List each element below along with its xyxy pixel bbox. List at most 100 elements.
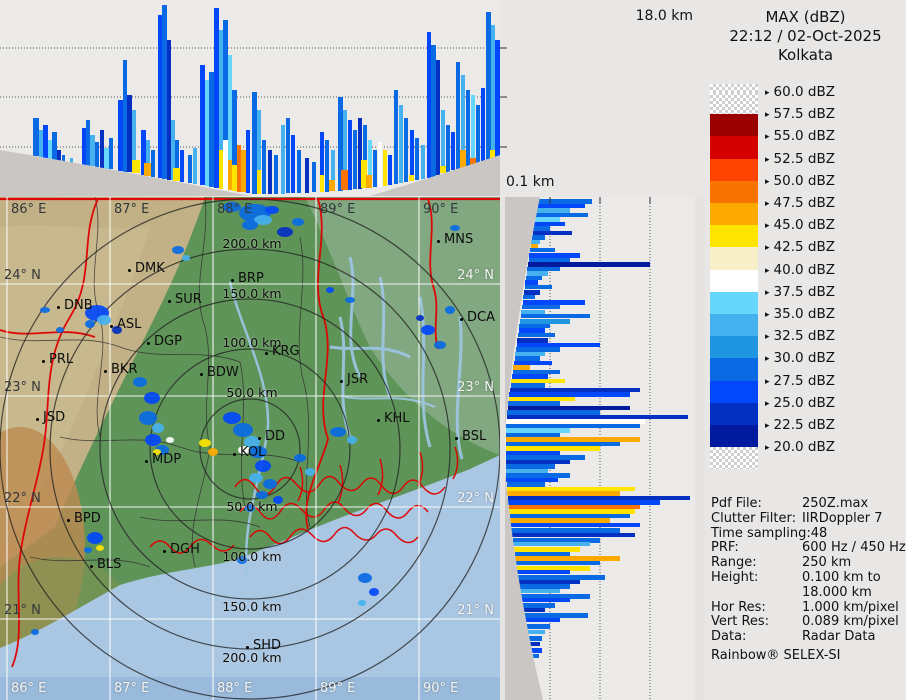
longitude-label: 87° E	[114, 202, 150, 217]
echo-bar	[529, 253, 580, 258]
software-name: Rainbow® SELEX-SI	[711, 648, 841, 663]
echo-bar	[511, 379, 565, 383]
echo-blob	[273, 496, 283, 504]
city-dot	[128, 269, 131, 272]
echo-bar	[470, 158, 476, 165]
echo-bar	[527, 271, 548, 276]
metadata-value: 250 km	[802, 555, 852, 571]
echo-bar	[523, 300, 585, 305]
echo-bar	[506, 424, 640, 428]
echo-bar	[158, 15, 162, 178]
map-echo-blobs	[31, 202, 460, 635]
echo-bar	[535, 217, 560, 222]
legend-swatch	[710, 203, 758, 226]
legend-arrow-icon: ▸	[765, 332, 770, 343]
latitude-label: 24° N	[457, 268, 494, 283]
metadata-row: Height: 0.100 km to	[711, 570, 906, 585]
legend-entry: ▸ 52.5 dBZ	[705, 151, 906, 181]
city-dot	[200, 373, 203, 376]
echo-bar	[514, 361, 552, 365]
echo-bar	[151, 150, 155, 177]
legend-arrow-icon: ▸	[765, 110, 770, 121]
echo-bar	[517, 566, 590, 571]
echo-bar	[507, 410, 600, 415]
echo-bar	[533, 226, 550, 231]
legend-arrow-icon: ▸	[765, 243, 770, 254]
metadata-value: 0.100 km to	[802, 570, 881, 585]
map-northeast-region	[305, 197, 500, 455]
echo-bar	[441, 110, 445, 166]
echo-bar	[373, 150, 377, 187]
echo-blob	[242, 220, 258, 230]
city-dot	[67, 519, 70, 522]
city-label: KRG	[272, 344, 300, 359]
echo-bar	[180, 150, 184, 182]
legend-value-label: ▸ 22.5 dBZ	[765, 417, 835, 433]
ew-echo-bars	[33, 5, 500, 194]
legend-swatch	[710, 114, 758, 137]
echo-bar	[510, 514, 630, 518]
legend-arrow-icon: ▸	[765, 221, 770, 232]
legend-checker-cap	[710, 84, 758, 92]
beam-blind-wedge-west	[0, 150, 250, 197]
echo-bar	[368, 140, 372, 175]
echo-bar	[383, 150, 387, 186]
echo-bar	[525, 618, 560, 622]
axis-corner-area: 18.0 km 0.1 km	[500, 0, 705, 197]
metadata-row: Time sampling: 48	[711, 526, 906, 541]
echo-bar	[518, 333, 555, 337]
echo-bar	[95, 142, 99, 167]
echo-bar	[312, 162, 316, 192]
latitude-label: 23° N	[4, 380, 41, 395]
echo-bar	[515, 556, 620, 561]
echo-blob	[358, 573, 372, 583]
echo-blob	[144, 392, 160, 404]
echo-bar	[144, 163, 151, 176]
echo-bar	[223, 140, 228, 190]
echo-bar	[399, 105, 403, 183]
echo-bar	[388, 155, 392, 185]
range-ring-label: 100.0 km	[222, 549, 282, 564]
echo-bar	[358, 118, 362, 189]
legend-entry: ▸ 60.0 dBZ	[705, 84, 906, 115]
legend-arrow-icon: ▸	[765, 132, 770, 143]
echo-bar	[274, 155, 278, 194]
echo-blob	[277, 227, 293, 237]
echo-blob	[182, 255, 190, 261]
radar-map	[0, 197, 500, 700]
echo-bar	[48, 140, 52, 159]
echo-blob	[347, 436, 357, 444]
legend-entry: ▸ 20.0 dBZ	[705, 439, 906, 470]
legend-value-label: ▸ 25.0 dBZ	[765, 394, 835, 411]
metadata-value: 48	[810, 525, 828, 541]
echo-bar	[517, 343, 600, 347]
echo-bar	[509, 509, 635, 514]
legend-value-label: ▸ 52.5 dBZ	[765, 150, 835, 167]
city-label: JSR	[347, 372, 369, 387]
ns-height-profile-panel	[505, 197, 695, 700]
legend-value-label: ▸ 30.0 dBZ	[765, 350, 835, 367]
echo-bar	[538, 199, 592, 204]
echo-bar	[519, 328, 545, 333]
echo-bar	[506, 419, 645, 424]
echo-bar	[331, 150, 335, 180]
echo-bar	[167, 40, 171, 180]
metadata-label: Pdf File:	[711, 496, 762, 511]
legend-entry: ▸ 35.0 dBZ	[705, 306, 906, 337]
echo-bar	[506, 433, 560, 437]
metadata-value: 18.000 km	[802, 584, 872, 600]
echo-bar	[404, 118, 408, 182]
city-dot	[104, 370, 107, 373]
legend-swatch	[710, 336, 758, 359]
product-title-block: MAX (dBZ) 22:12 / 02-Oct-2025 Kolkata	[705, 8, 906, 65]
echo-bar	[70, 158, 73, 163]
echo-bar	[519, 580, 580, 584]
metadata-value: 1.000 km/pixel	[802, 599, 899, 615]
echo-bar	[531, 648, 542, 653]
city-label: BDW	[207, 365, 239, 380]
city-dot	[57, 306, 60, 309]
echo-bar	[104, 148, 109, 169]
echo-bar	[532, 235, 545, 240]
echo-bar	[506, 428, 570, 433]
city-dot	[377, 419, 380, 422]
